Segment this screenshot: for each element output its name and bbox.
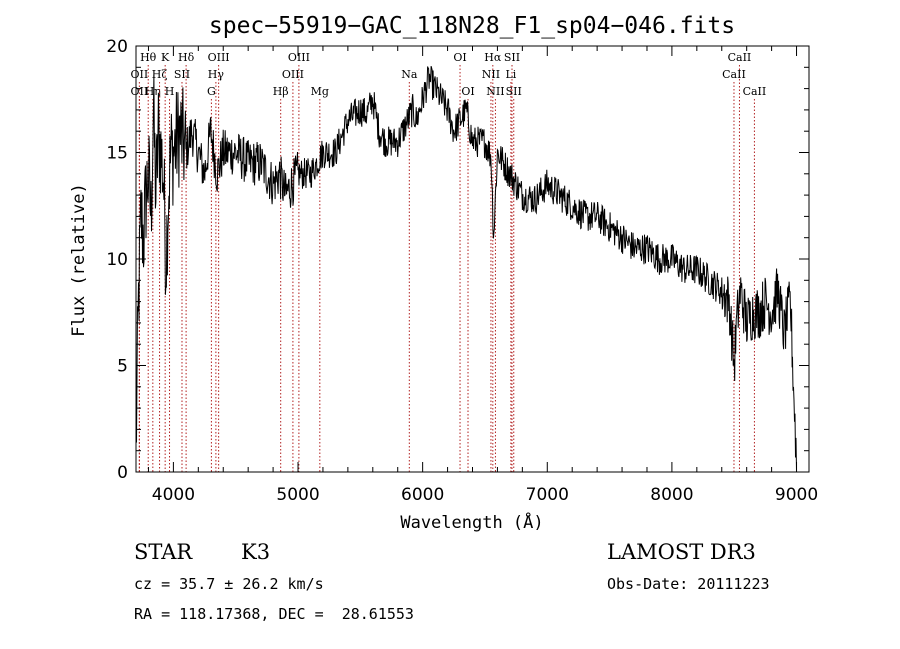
line-label: OIII xyxy=(208,51,230,64)
line-label: Mg xyxy=(311,85,329,98)
y-tick-label: 0 xyxy=(117,463,128,483)
line-label: OIII xyxy=(288,51,310,64)
y-tick-label: 20 xyxy=(106,37,128,57)
line-label: OI xyxy=(461,85,474,98)
obs-date: Obs-Date: 20111223 xyxy=(607,575,770,593)
line-label: OII xyxy=(131,68,149,81)
survey-name: LAMOST DR3 xyxy=(607,540,756,564)
line-label: Hθ xyxy=(140,51,157,64)
x-tick-label: 9000 xyxy=(775,485,818,505)
x-tick-label: 7000 xyxy=(526,485,569,505)
line-label: Hβ xyxy=(273,85,289,98)
x-tick-label: 6000 xyxy=(401,485,444,505)
line-label: SII xyxy=(174,68,190,81)
line-label: K xyxy=(161,51,170,64)
y-tick-label: 5 xyxy=(117,357,128,377)
y-tick-label: 15 xyxy=(106,144,128,164)
y-tick-label: 10 xyxy=(106,250,128,270)
line-label: Hη xyxy=(145,85,161,98)
chart-title: spec−55919−GAC_118N28_F1_sp04−046.fits xyxy=(209,13,735,39)
line-label: Na xyxy=(401,68,418,81)
tick-labels: 4000 5000 6000 7000 8000 9000 0 5 10 15 20 xyxy=(106,37,818,505)
y-axis-label: Flux (relative) xyxy=(69,183,89,337)
line-label: OI xyxy=(453,51,466,64)
line-label: CaII xyxy=(722,68,746,81)
object-subclass: K3 xyxy=(241,540,271,564)
line-label: G xyxy=(207,85,216,98)
line-label: Hδ xyxy=(178,51,195,64)
line-label: NII xyxy=(482,68,500,81)
line-label: OIII xyxy=(282,68,304,81)
plot-frame xyxy=(135,45,810,473)
line-label: H xyxy=(165,85,175,98)
line-label: Hγ xyxy=(208,68,225,81)
x-tick-label: 8000 xyxy=(650,485,693,505)
line-label: Hζ xyxy=(152,68,168,81)
x-tick-label: 5000 xyxy=(276,485,319,505)
x-axis-label: Wavelength (Å) xyxy=(400,511,543,533)
spectrum-line xyxy=(135,66,797,471)
line-label: CaII xyxy=(728,51,752,64)
redshift-line: cz = 35.7 ± 26.2 km/s xyxy=(134,575,324,593)
x-tick-label: 4000 xyxy=(152,485,195,505)
line-label: SII xyxy=(506,85,522,98)
line-label: NII xyxy=(486,85,504,98)
line-label: Hα xyxy=(484,51,502,64)
line-label: Li xyxy=(505,68,516,81)
coordinates-line: RA = 118.17368, DEC = 28.61553 xyxy=(134,605,414,623)
axis-ticks xyxy=(136,46,809,472)
line-label: SII xyxy=(504,51,520,64)
object-class: STAR xyxy=(134,540,193,564)
line-label: CaII xyxy=(743,85,767,98)
line-label: OII xyxy=(131,85,149,98)
